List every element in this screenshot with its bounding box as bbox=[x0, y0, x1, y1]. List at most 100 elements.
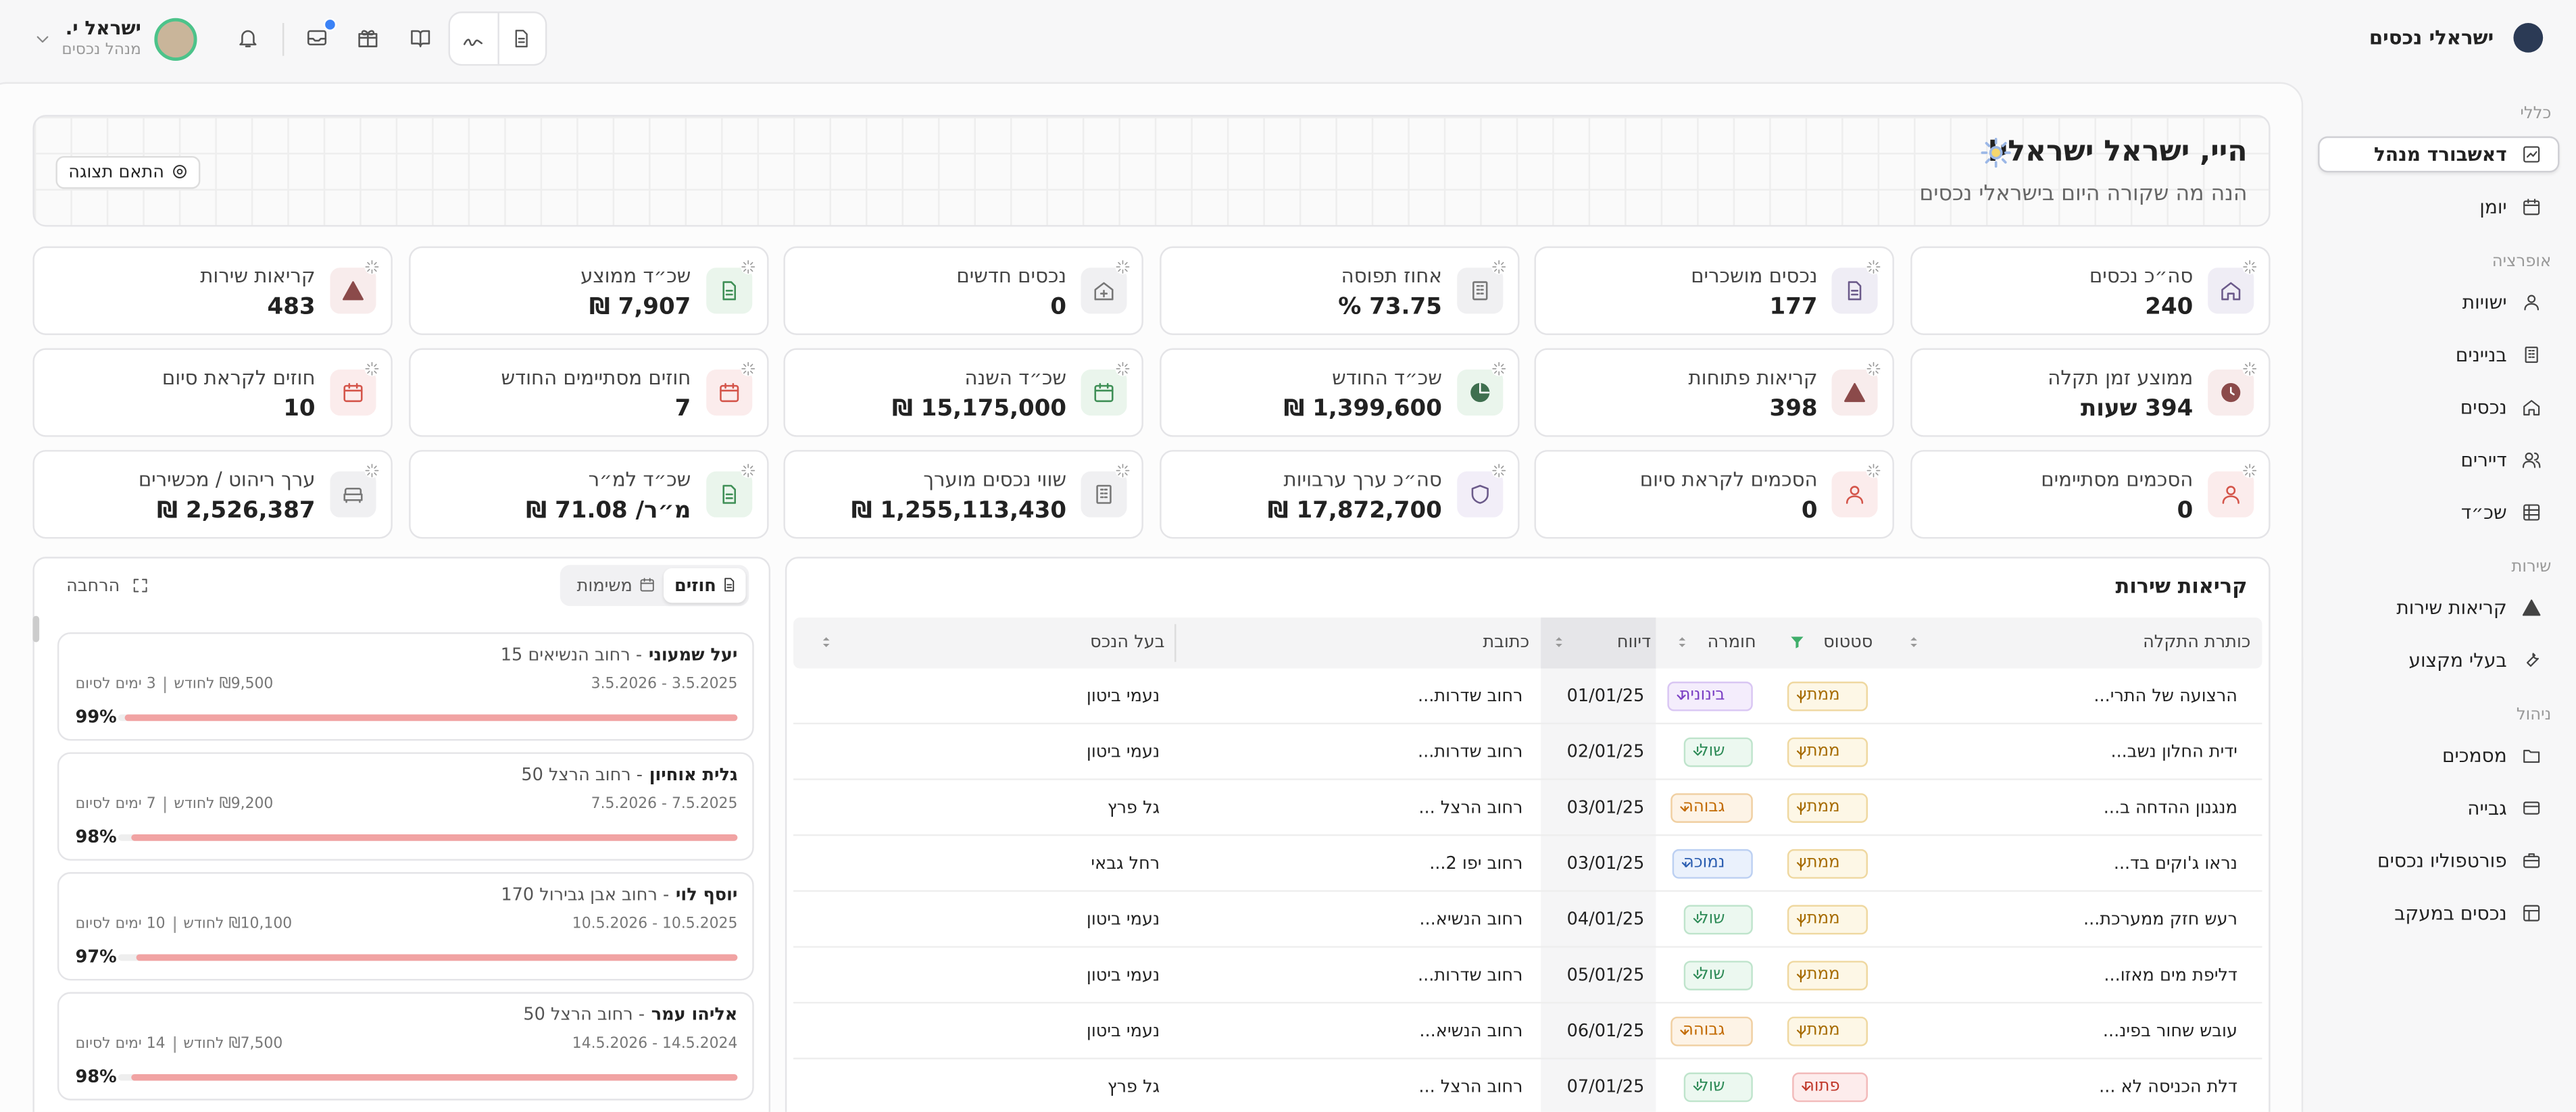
stat-icon bbox=[1093, 483, 1116, 506]
severity-pill-label: נמוכה bbox=[1683, 854, 1725, 872]
stat-label: סה״כ נכסים bbox=[2089, 263, 2194, 287]
severity-pill[interactable]: נמוכה bbox=[1672, 849, 1754, 879]
table-row[interactable] bbox=[793, 836, 2262, 892]
severity-pill[interactable]: שולי bbox=[1684, 737, 1754, 767]
stat-value: 394 שעות bbox=[2081, 396, 2194, 423]
pill-chevron bbox=[1691, 746, 1706, 761]
contract-card[interactable] bbox=[57, 632, 754, 741]
stat-sparkle bbox=[1116, 259, 1131, 274]
sort-button[interactable] bbox=[1904, 632, 1924, 652]
user-role: מנהל נכסים bbox=[61, 41, 142, 60]
sort-button[interactable] bbox=[1673, 632, 1692, 652]
table-row[interactable] bbox=[793, 724, 2262, 780]
stat-value: 7 bbox=[674, 396, 691, 423]
notifications-button[interactable] bbox=[237, 26, 259, 49]
stat-sparkle bbox=[1491, 259, 1506, 274]
customize-button[interactable] bbox=[55, 155, 201, 189]
status-pill[interactable]: ממתין bbox=[1787, 681, 1868, 711]
severity-pill[interactable]: גבוהה bbox=[1671, 1016, 1754, 1046]
progress-label: 98% bbox=[75, 828, 117, 848]
table-row[interactable] bbox=[793, 892, 2262, 948]
cell-title: רעש חזק ממערכת... bbox=[2083, 909, 2238, 930]
stat-icon bbox=[2219, 279, 2242, 302]
gifts-button[interactable] bbox=[357, 26, 380, 49]
stat-icon bbox=[1468, 279, 1491, 302]
signature-button[interactable] bbox=[462, 28, 485, 51]
nav-label: קריאות שירות bbox=[2396, 596, 2507, 620]
table-row[interactable] bbox=[793, 948, 2262, 1004]
contract-card[interactable] bbox=[57, 871, 754, 981]
sidebar-section-title: ניהול bbox=[2517, 706, 2552, 725]
avatar[interactable] bbox=[154, 18, 197, 61]
col-divider bbox=[1174, 624, 1176, 662]
cell-owner: נעמי ביטון bbox=[1087, 965, 1160, 985]
stat-sparkle bbox=[740, 463, 756, 478]
nav-icon bbox=[2522, 197, 2542, 217]
cell-address: רחוב שדרות... bbox=[1418, 741, 1523, 762]
stat-label: נכסים מושכרים bbox=[1691, 263, 1818, 287]
document-button[interactable] bbox=[511, 28, 532, 49]
contract-card[interactable] bbox=[57, 752, 754, 861]
welcome-subtitle: הנה מה שקורה היום בישראלי נכסים bbox=[1919, 182, 2248, 207]
stat-value: 398 bbox=[1769, 396, 1818, 423]
user-menu-chevron[interactable] bbox=[33, 30, 53, 49]
pill-chevron bbox=[1675, 690, 1689, 705]
table-row[interactable] bbox=[793, 1003, 2262, 1060]
sort-button[interactable] bbox=[1550, 632, 1569, 652]
cell-address: רחוב יפו 2... bbox=[1429, 853, 1523, 874]
stat-label: ערך ריהוט / מכשירים bbox=[139, 467, 316, 490]
stat-sparkle bbox=[1491, 463, 1506, 478]
stat-label: שכ״ד למ״ר bbox=[588, 467, 691, 490]
stat-value: 0 bbox=[1050, 294, 1067, 321]
stat-value: מ״ר/ 71.08 ₪ bbox=[526, 498, 691, 524]
stat-value: 2,526,387 ₪ bbox=[157, 498, 316, 524]
status-pill[interactable]: פתוח bbox=[1792, 1072, 1868, 1103]
contract-card[interactable] bbox=[57, 992, 754, 1101]
report-col-header-bg bbox=[1541, 617, 1656, 669]
user-name: ישראל י. bbox=[65, 16, 142, 40]
expand-icon[interactable] bbox=[131, 576, 149, 595]
table-row[interactable] bbox=[793, 1059, 2262, 1112]
status-pill[interactable]: ממתין bbox=[1787, 961, 1868, 990]
stat-icon bbox=[717, 279, 740, 302]
guide-button[interactable] bbox=[409, 26, 432, 49]
top-bar bbox=[0, 0, 2576, 79]
severity-pill[interactable]: גבוהה bbox=[1671, 793, 1754, 823]
severity-pill[interactable]: שולי bbox=[1684, 1072, 1754, 1103]
table-row[interactable] bbox=[793, 668, 2262, 725]
status-pill[interactable]: ממתין bbox=[1787, 905, 1868, 935]
sort-button[interactable] bbox=[816, 632, 836, 652]
quick-divider bbox=[497, 11, 500, 66]
tab-icon bbox=[721, 576, 737, 592]
status-pill[interactable]: ממתין bbox=[1787, 793, 1868, 823]
status-pill-label: ממתין bbox=[1798, 909, 1840, 928]
stat-icon bbox=[342, 483, 365, 506]
status-pill[interactable]: ממתין bbox=[1787, 737, 1868, 767]
days-remaining: 7 ימים לסיום bbox=[75, 797, 156, 813]
severity-pill[interactable]: שולי bbox=[1684, 905, 1754, 935]
stat-value: 73.75 % bbox=[1338, 294, 1443, 321]
stat-sparkle bbox=[740, 361, 756, 376]
stat-sparkle bbox=[1866, 259, 1882, 274]
cell-date: 05/01/25 bbox=[1566, 965, 1645, 985]
status-pill[interactable]: ממתין bbox=[1787, 1016, 1868, 1046]
scroll-thumb bbox=[32, 615, 40, 642]
status-pill[interactable]: ממתין bbox=[1787, 849, 1868, 879]
status-filter[interactable] bbox=[1789, 634, 1805, 650]
table-row[interactable] bbox=[793, 780, 2262, 836]
stat-label: קריאות פתוחות bbox=[1688, 365, 1818, 389]
stat-sparkle bbox=[1116, 463, 1131, 478]
severity-pill[interactable]: שולי bbox=[1684, 961, 1754, 990]
nav-label: דאשבורד מנהל bbox=[2374, 143, 2507, 166]
tab-active[interactable] bbox=[664, 568, 746, 603]
severity-pill-label: גבוהה bbox=[1683, 798, 1725, 817]
stat-label: שכ״ד השנה bbox=[964, 365, 1067, 389]
stat-label: שכ״ד החודש bbox=[1332, 365, 1443, 389]
nav-item[interactable] bbox=[2318, 136, 2560, 173]
severity-pill[interactable]: בינונית bbox=[1668, 681, 1754, 711]
inbox-button[interactable] bbox=[305, 26, 328, 49]
nav-icon bbox=[2522, 293, 2542, 312]
meta-separator bbox=[164, 676, 166, 693]
stat-icon-bg bbox=[1081, 370, 1128, 416]
property-address: - רחוב הרצל 50 bbox=[523, 1005, 645, 1026]
